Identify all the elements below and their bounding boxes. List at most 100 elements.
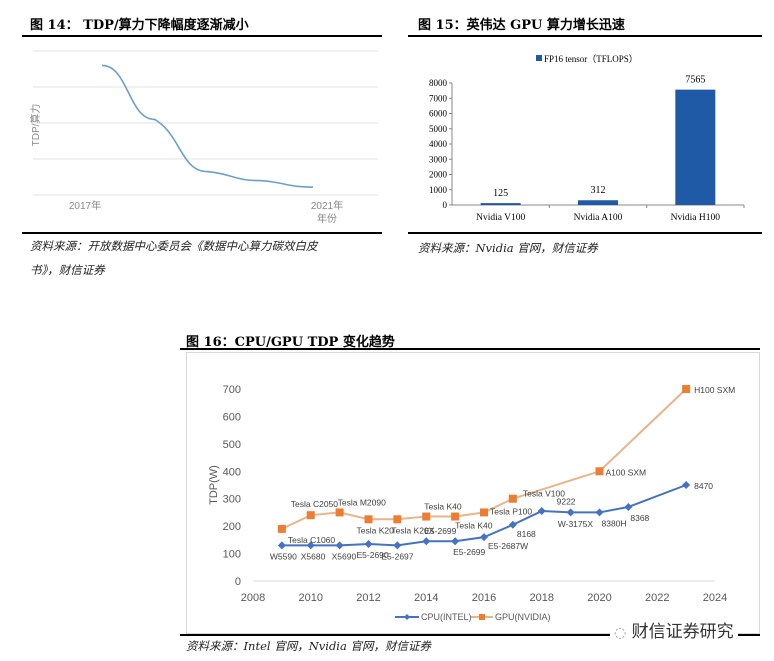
point-label: E5-2699 bbox=[424, 526, 456, 536]
point-label: X5680 bbox=[301, 551, 326, 561]
legend-swatch bbox=[536, 55, 542, 61]
y-axis-label: TDP(W) bbox=[208, 465, 220, 505]
divider bbox=[180, 348, 760, 350]
tdp-line bbox=[101, 64, 314, 188]
cpu-point bbox=[624, 502, 633, 511]
point-label: 8168 bbox=[517, 529, 536, 539]
point-label: X5690 bbox=[332, 551, 357, 561]
fig16-source: 资料来源：Intel 官网，Nvidia 官网，财信证券 bbox=[186, 639, 431, 653]
cpu-point bbox=[393, 541, 402, 550]
legend-gpu-label: GPU(NVIDIA) bbox=[495, 612, 551, 622]
cpu-point bbox=[277, 541, 286, 550]
y-tick-label: 0 bbox=[443, 200, 448, 210]
point-label: Tesla V100 bbox=[523, 489, 565, 499]
gpu-point bbox=[595, 467, 604, 476]
point-label: E5-2697 bbox=[381, 551, 413, 561]
y-tick-label: 6000 bbox=[429, 109, 448, 119]
point-label: E5-2687W bbox=[488, 541, 528, 551]
gpu-point bbox=[306, 511, 315, 520]
divider bbox=[408, 232, 762, 234]
point-label: Tesla K40 bbox=[455, 521, 493, 531]
fig14-source: 资料来源：开放数据中心委员会《数据中心算力碳效白皮 bbox=[30, 239, 318, 253]
data-label: 7565 bbox=[685, 75, 705, 86]
point-label: Tesla K20 bbox=[357, 525, 395, 535]
x-tick-label: 2014 bbox=[414, 592, 438, 604]
y-tick-label: 1000 bbox=[429, 185, 448, 195]
cpu-point bbox=[595, 508, 604, 517]
x-tick-label: Nvidia V100 bbox=[476, 213, 525, 223]
bar bbox=[578, 200, 618, 205]
cpu-point bbox=[480, 533, 488, 542]
data-label: 125 bbox=[493, 188, 508, 199]
y-tick-label: 8000 bbox=[429, 78, 448, 88]
fig15-source: 资料来源：Nvidia 官网，财信证券 bbox=[418, 241, 598, 255]
divider bbox=[22, 35, 382, 37]
watermark-text: 财信证券研究 bbox=[631, 622, 734, 642]
legend-cpu-label: CPU(INTEL) bbox=[421, 612, 472, 622]
cpu-point bbox=[335, 541, 344, 550]
gpu-point bbox=[682, 385, 691, 393]
point-label: W5590 bbox=[270, 551, 297, 561]
point-label: E5-2699 bbox=[453, 547, 485, 557]
gpu-point bbox=[422, 512, 431, 521]
x-tick-label: 2012 bbox=[356, 592, 380, 604]
x-tick-label: 2020 bbox=[587, 592, 611, 604]
point-label: 8380H bbox=[602, 518, 627, 528]
x-tick-label: 2017年 bbox=[69, 199, 101, 212]
point-label: Tesla P100 bbox=[490, 506, 532, 516]
point-label: E5-2690 bbox=[357, 550, 389, 560]
gpu-point bbox=[277, 524, 286, 533]
fig14-source-cont: 书》，财信证券 bbox=[30, 263, 105, 277]
point-label: 9222 bbox=[557, 496, 576, 506]
x-tick-label: Nvidia H100 bbox=[671, 213, 721, 223]
x-tick-label: Nvidia A100 bbox=[574, 213, 623, 223]
cpu-point bbox=[364, 539, 373, 548]
series-line-cpu bbox=[281, 484, 687, 547]
cpu-point bbox=[566, 508, 575, 517]
cpu-point bbox=[422, 537, 431, 546]
y-tick-label: 3000 bbox=[429, 154, 448, 164]
divider bbox=[22, 232, 382, 234]
x-tick-label: 2010 bbox=[299, 592, 323, 604]
cpu-gpu-tdp-chart: 0 100 200 300 400 500 600 700 2008 2010 2012 2014 20… bbox=[186, 352, 760, 634]
y-tick-label: 700 bbox=[223, 384, 241, 396]
fig14-title: 图 14： TDP/算力下降幅度逐渐减小 bbox=[30, 18, 249, 33]
watermark: ◌ 财信证券研究 bbox=[610, 617, 738, 642]
y-tick-label: 100 bbox=[223, 549, 241, 561]
y-tick-label: 4000 bbox=[429, 139, 448, 149]
data-label: 312 bbox=[591, 185, 606, 196]
point-label: Tesla K20X bbox=[391, 525, 434, 535]
wechat-icon: ◌ bbox=[614, 625, 627, 641]
divider bbox=[408, 35, 762, 37]
gpu-point bbox=[364, 515, 373, 524]
point-label: 8368 bbox=[630, 513, 649, 523]
cpu-point bbox=[682, 481, 691, 489]
fig16-title: 图 16：CPU/GPU TDP 变化趋势 bbox=[186, 335, 395, 350]
cpu-point bbox=[537, 507, 546, 516]
legend-label: FP16 tensor（TFLOPS） bbox=[544, 54, 638, 64]
legend-gpu-marker bbox=[479, 614, 485, 620]
y-tick-label: 600 bbox=[223, 411, 241, 423]
point-label: A100 SXM bbox=[606, 467, 647, 477]
gpu-point bbox=[335, 508, 344, 517]
point-label: Tesla M2090 bbox=[338, 497, 386, 507]
y-tick-label: 0 bbox=[235, 576, 241, 588]
gpu-compute-bar-chart: FP16 tensor（TFLOPS） 0 1000 2000 3000 4000 5000… bbox=[429, 54, 745, 223]
y-tick-label: 300 bbox=[223, 494, 241, 506]
x-axis-label: 年份 bbox=[317, 212, 337, 225]
y-tick-label: 200 bbox=[223, 521, 241, 533]
x-tick-label: 2018 bbox=[530, 592, 554, 604]
cpu-point bbox=[451, 537, 460, 546]
cpu-point bbox=[306, 541, 315, 550]
point-label: Tesla C1060 bbox=[288, 535, 336, 545]
y-axis-label: TDP/算力 bbox=[29, 104, 42, 147]
bar bbox=[675, 89, 716, 205]
y-tick-label: 2000 bbox=[429, 170, 448, 180]
fig15-title: 图 15：英伟达 GPU 算力增长迅速 bbox=[418, 18, 625, 33]
gpu-point bbox=[393, 515, 402, 524]
x-tick-label: 2008 bbox=[241, 592, 265, 604]
divider bbox=[180, 634, 760, 636]
gpu-point bbox=[480, 508, 488, 517]
x-tick-label: 2024 bbox=[703, 592, 727, 604]
